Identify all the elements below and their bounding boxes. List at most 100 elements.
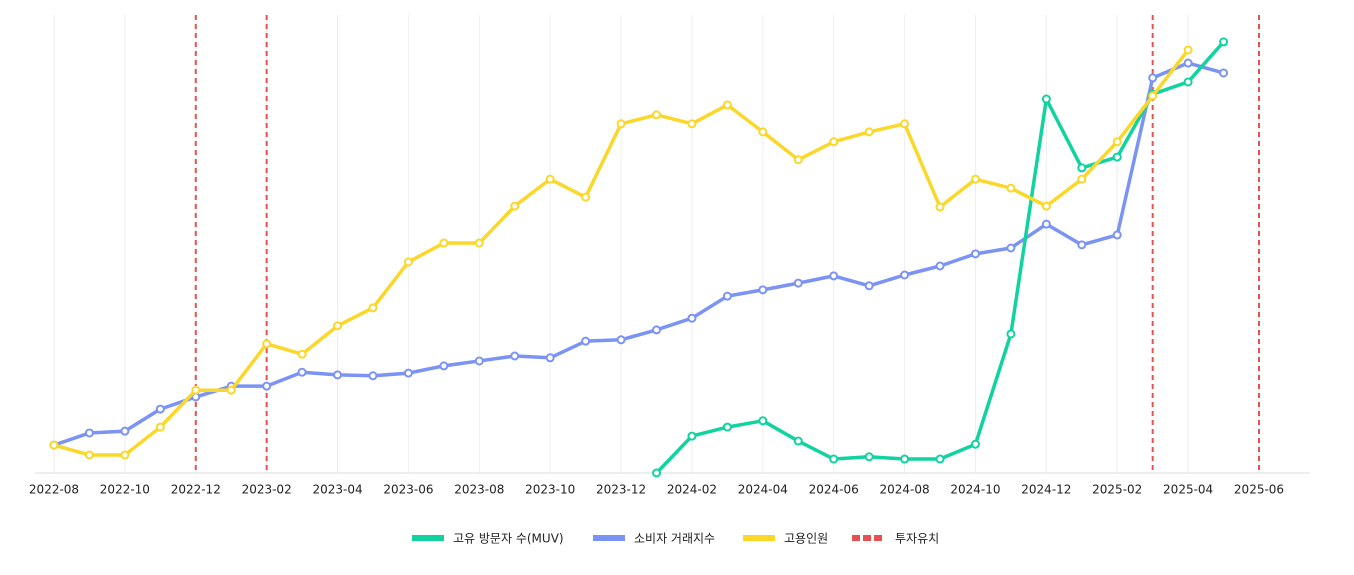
data-point	[970, 174, 980, 184]
data-point	[1006, 183, 1016, 193]
data-point	[1006, 329, 1016, 339]
data-point	[793, 155, 803, 165]
x-tick-label: 2024-10	[950, 483, 1000, 497]
x-tick-label: 2024-02	[667, 483, 717, 497]
data-point	[935, 454, 945, 464]
x-tick-label: 2024-06	[809, 483, 859, 497]
series-line	[53, 61, 1225, 447]
data-point	[722, 291, 732, 301]
data-point	[297, 349, 307, 359]
data-point	[1041, 94, 1051, 104]
data-point	[333, 370, 343, 380]
legend-swatch	[743, 535, 775, 541]
legend-label: 고유 방문자 수(MUV)	[453, 532, 564, 546]
x-tick-label: 2023-04	[312, 483, 362, 497]
legend-swatch	[852, 535, 860, 541]
data-point	[403, 257, 413, 267]
data-point	[1077, 240, 1087, 250]
data-point	[155, 404, 165, 414]
data-point	[616, 335, 626, 345]
data-point	[333, 321, 343, 331]
data-point	[226, 385, 236, 395]
data-point	[864, 452, 874, 462]
data-point	[120, 426, 130, 436]
data-point	[1183, 58, 1193, 68]
x-tick-label: 2024-12	[1021, 483, 1071, 497]
data-point	[510, 351, 520, 361]
x-tick-label: 2025-04	[1163, 483, 1213, 497]
data-point	[155, 422, 165, 432]
legend-swatch	[874, 535, 882, 541]
data-point	[1112, 137, 1122, 147]
data-point	[722, 100, 732, 110]
data-point	[652, 325, 661, 335]
data-point	[616, 119, 626, 129]
x-tick-label: 2025-06	[1234, 483, 1284, 497]
data-point	[1148, 91, 1158, 101]
legend-label: 소비자 거래지수	[634, 532, 715, 546]
data-point	[581, 336, 591, 346]
data-point	[49, 440, 59, 450]
data-point	[722, 422, 732, 432]
data-point	[545, 353, 555, 363]
data-point	[368, 371, 378, 381]
data-point	[793, 278, 803, 288]
x-tick-label: 2024-04	[738, 483, 788, 497]
data-point	[439, 238, 449, 248]
x-tick-label: 2023-08	[454, 483, 504, 497]
data-point	[84, 450, 94, 460]
x-tick-label: 2023-02	[242, 483, 292, 497]
data-point	[1219, 68, 1229, 78]
data-point	[1041, 219, 1051, 229]
data-point	[900, 454, 910, 464]
legend-swatch	[412, 535, 444, 541]
data-point	[1077, 174, 1087, 184]
data-point	[1148, 73, 1158, 83]
data-point	[758, 127, 768, 137]
data-point	[900, 119, 910, 129]
series-line	[655, 40, 1225, 475]
data-point	[474, 356, 484, 366]
x-tick-label: 2023-10	[525, 483, 575, 497]
x-tick-label: 2025-02	[1092, 483, 1142, 497]
data-point	[1219, 37, 1229, 47]
x-tick-label: 2023-06	[383, 483, 433, 497]
data-point	[262, 339, 272, 349]
data-point	[1112, 152, 1122, 162]
data-point	[439, 361, 449, 371]
x-tick-label: 2022-08	[29, 483, 79, 497]
data-point	[1041, 201, 1051, 211]
data-point	[829, 137, 839, 147]
data-point	[652, 110, 661, 120]
legend-label: 투자유치	[895, 532, 939, 546]
data-point	[474, 238, 484, 248]
x-tick-label: 2023-12	[596, 483, 646, 497]
data-point	[687, 119, 697, 129]
data-point	[297, 367, 307, 377]
data-point	[652, 468, 661, 478]
data-point	[935, 261, 945, 271]
data-point	[687, 431, 697, 441]
data-point	[368, 303, 378, 313]
data-point	[970, 439, 980, 449]
data-point	[970, 249, 980, 259]
x-tick-label: 2022-10	[100, 483, 150, 497]
data-point	[1183, 77, 1193, 87]
data-point	[758, 416, 768, 426]
data-point	[1183, 45, 1193, 55]
data-point	[1112, 230, 1122, 240]
data-point	[191, 385, 201, 395]
data-point	[758, 285, 768, 295]
data-point	[403, 368, 413, 378]
data-point	[687, 313, 697, 323]
x-tick-label: 2022-12	[171, 483, 221, 497]
data-point	[120, 450, 130, 460]
x-tick-label: 2024-08	[880, 483, 930, 497]
data-point	[793, 436, 803, 446]
data-point	[864, 281, 874, 291]
data-point	[1077, 163, 1087, 173]
data-point	[1006, 243, 1016, 253]
data-point	[262, 381, 272, 391]
data-point	[581, 192, 591, 202]
